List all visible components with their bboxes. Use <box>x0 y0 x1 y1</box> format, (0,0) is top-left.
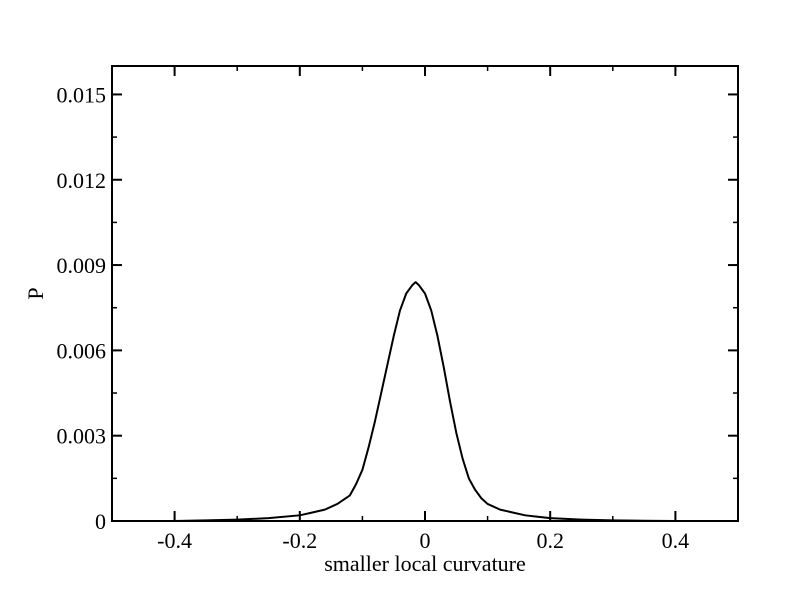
y-tick-label: 0.015 <box>57 82 107 107</box>
x-tick-labels: -0.4 -0.2 0 0.2 0.4 <box>157 528 689 553</box>
x-tick-label: 0.4 <box>662 528 690 553</box>
data-point <box>374 420 376 423</box>
data-point <box>349 494 351 497</box>
data-point <box>336 503 338 505</box>
x-tick-label: 0.2 <box>536 528 564 553</box>
series-line <box>174 281 676 522</box>
data-point <box>549 517 551 519</box>
data-point <box>361 469 363 471</box>
data-point <box>461 457 464 460</box>
data-point <box>415 281 417 283</box>
data-point <box>449 400 451 403</box>
data-point <box>524 514 526 516</box>
data-point <box>418 284 420 286</box>
x-major-ticks <box>173 66 677 521</box>
data-point <box>355 483 357 485</box>
data-point <box>480 497 482 499</box>
data-point <box>399 309 401 312</box>
data-point <box>455 432 457 434</box>
y-axis-label: P <box>23 287 48 299</box>
plot-frame <box>111 65 739 522</box>
y-tick-label: 0.012 <box>57 168 107 193</box>
data-point <box>443 366 445 369</box>
data-point <box>324 509 326 511</box>
x-tick-label: -0.4 <box>157 528 192 553</box>
data-point <box>499 509 501 511</box>
x-axis-label: smaller local curvature <box>324 551 526 576</box>
data-point <box>368 446 370 448</box>
x-tick-label: 0 <box>420 528 431 553</box>
series-layer <box>174 281 677 522</box>
y-minor-ticks <box>112 93 738 522</box>
data-point <box>436 335 439 337</box>
y-major-ticks <box>112 93 738 522</box>
data-point <box>405 292 407 295</box>
y-tick-label: 0.003 <box>57 424 107 449</box>
data-point <box>474 489 476 491</box>
y-tick-labels: 0 0.003 0.006 0.009 0.012 0.015 <box>57 82 107 534</box>
data-point <box>236 518 238 521</box>
y-tick-label: 0.009 <box>57 253 107 278</box>
data-point <box>468 477 470 479</box>
data-point <box>512 511 514 514</box>
data-point <box>386 363 389 366</box>
data-point <box>411 284 414 286</box>
data-point <box>267 517 270 519</box>
data-point <box>393 335 395 337</box>
data-point <box>580 518 583 521</box>
data-point <box>311 511 313 514</box>
data-point <box>299 514 301 516</box>
y-tick-label: 0.006 <box>57 338 107 363</box>
data-point <box>430 309 432 312</box>
data-point <box>380 392 382 394</box>
x-tick-label: -0.2 <box>282 528 317 553</box>
data-point <box>537 516 539 518</box>
y-tick-label: 0 <box>95 509 106 534</box>
data-point <box>424 292 426 295</box>
data-point <box>487 503 489 505</box>
